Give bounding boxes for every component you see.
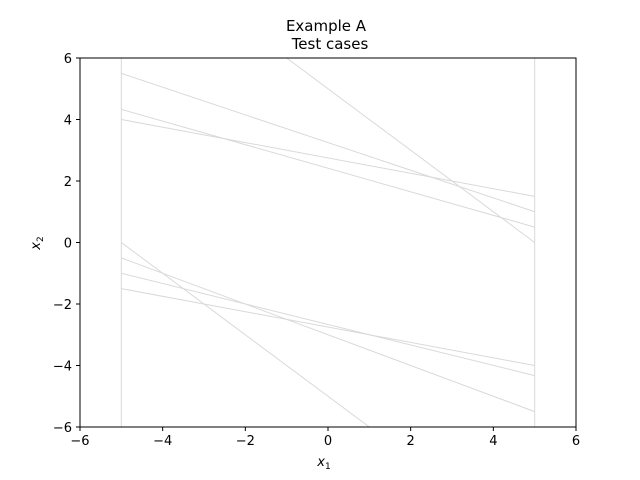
y-tick-label: 6 — [64, 52, 72, 67]
series-line-5 — [121, 119, 535, 197]
chart-subtitle: Test cases — [291, 35, 369, 53]
plot-frame — [79, 57, 577, 428]
x-axis-label: x1 — [316, 455, 330, 472]
y-axis-ticks: −6 −4 −2 0 2 4 6 — [53, 52, 80, 436]
series-layer — [120, 57, 536, 428]
x-tick-label: −2 — [236, 434, 255, 449]
x-axis-ticks: −6 −4 −2 0 2 4 6 — [70, 427, 580, 449]
y-tick-label: 0 — [64, 237, 72, 252]
x-tick-label: −6 — [70, 434, 89, 449]
series-line-9 — [121, 272, 535, 377]
series-line-8 — [121, 257, 535, 413]
x-tick-label: −4 — [153, 434, 172, 449]
x-tick-label: 2 — [407, 434, 415, 449]
series-line-7 — [121, 242, 370, 428]
series-line-3 — [121, 72, 535, 213]
chart-title: Example A — [286, 17, 367, 35]
y-tick-label: 2 — [64, 175, 72, 190]
y-tick-label: 4 — [64, 114, 72, 129]
x-tick-label: 4 — [489, 434, 497, 449]
y-tick-label: −6 — [53, 421, 72, 436]
y-tick-label: −2 — [53, 298, 72, 313]
y-tick-label: −4 — [53, 360, 72, 375]
series-line-4 — [121, 108, 535, 228]
series-line-10 — [121, 288, 535, 366]
x-tick-label: 0 — [324, 434, 332, 449]
y-axis-label: x2 — [29, 236, 46, 250]
x-tick-label: 6 — [572, 434, 580, 449]
series-line-6 — [286, 57, 535, 243]
